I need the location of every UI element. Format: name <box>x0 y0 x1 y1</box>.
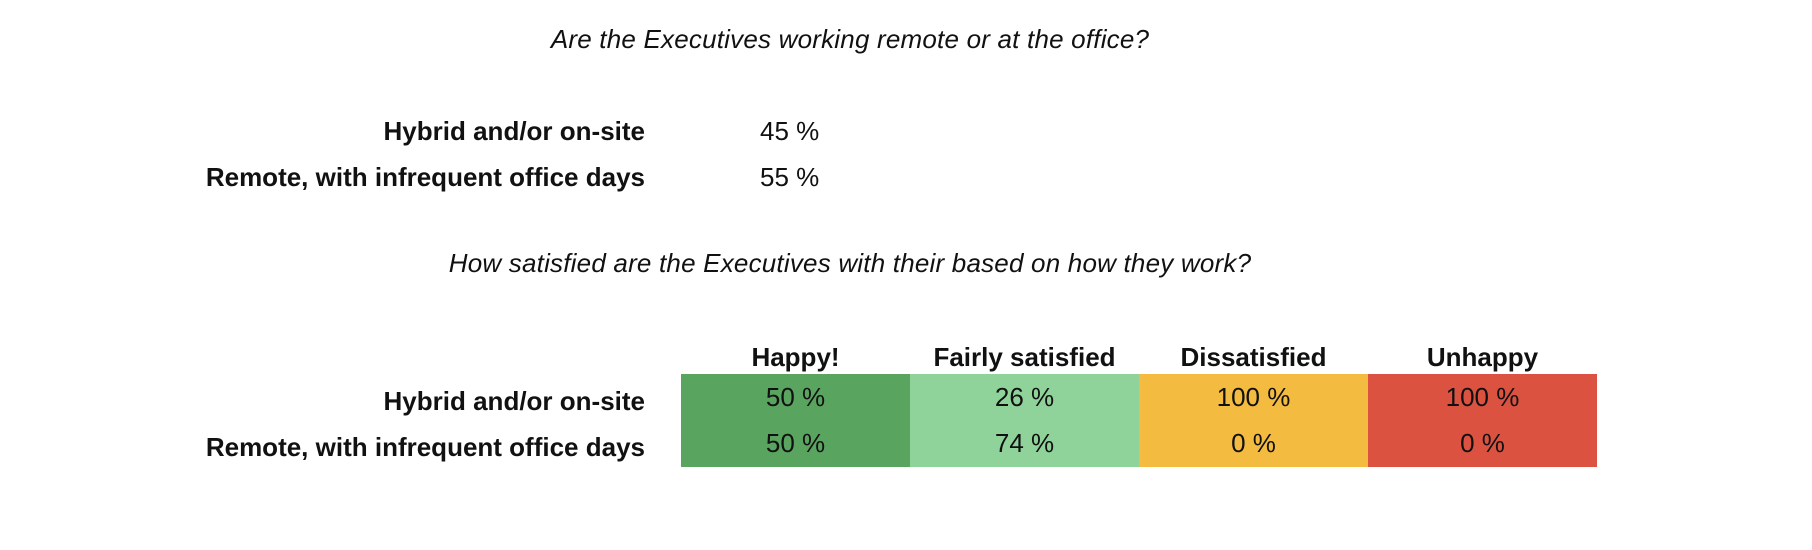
satisfaction-row-label-remote: Remote, with infrequent office days <box>205 432 645 462</box>
work-location-label-remote: Remote, with infrequent office days <box>205 162 645 192</box>
cell-hybrid-fairly-satisfied: 26 % <box>910 374 1139 420</box>
cell-hybrid-unhappy: 100 % <box>1368 374 1597 420</box>
work-location-value-hybrid: 45 % <box>760 116 820 146</box>
cell-hybrid-happy: 50 % <box>681 374 910 420</box>
work-location-question: Are the Executives working remote or at … <box>550 24 1150 54</box>
cell-remote-unhappy: 0 % <box>1368 420 1597 467</box>
column-header-dissatisfied: Dissatisfied <box>1180 342 1327 372</box>
column-header-fairly-satisfied: Fairly satisfied <box>933 342 1116 372</box>
work-location-label-hybrid: Hybrid and/or on-site <box>383 116 645 146</box>
cell-remote-happy: 50 % <box>681 420 910 467</box>
cell-remote-dissatisfied: 0 % <box>1139 420 1368 467</box>
work-location-value-remote: 55 % <box>760 162 820 192</box>
cell-remote-fairly-satisfied: 74 % <box>910 420 1139 467</box>
column-header-unhappy: Unhappy <box>1426 342 1539 372</box>
satisfaction-row-label-hybrid: Hybrid and/or on-site <box>383 386 645 416</box>
satisfaction-question: How satisfied are the Executives with th… <box>448 248 1252 278</box>
column-header-happy: Happy! <box>751 342 840 372</box>
cell-hybrid-dissatisfied: 100 % <box>1139 374 1368 420</box>
